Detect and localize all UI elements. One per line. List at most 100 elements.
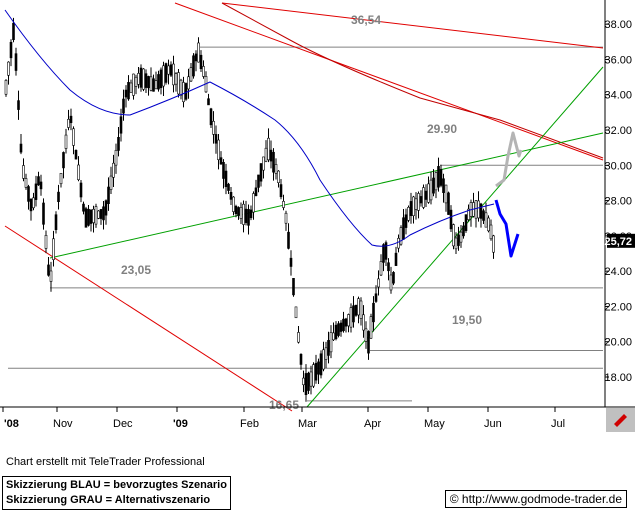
candle-body	[229, 192, 233, 200]
website-link[interactable]: © http://www.godmode-trader.de	[444, 490, 627, 508]
trendline-red-lower	[4, 225, 293, 412]
candle-body	[239, 207, 243, 219]
candle-body	[302, 377, 305, 386]
candle-body	[344, 318, 348, 327]
candle-body	[409, 201, 413, 216]
candle-body	[267, 137, 270, 161]
time-tick-label: Feb	[240, 418, 259, 430]
candle-body	[234, 205, 238, 215]
candle-body	[319, 353, 323, 376]
candle-body	[129, 82, 133, 93]
candle-body	[92, 209, 95, 223]
candle-body	[369, 316, 373, 339]
candle-body	[72, 128, 75, 146]
candle-body	[414, 198, 418, 210]
candle-body	[154, 80, 158, 90]
scenario-gray-path	[495, 131, 523, 188]
candle-body	[317, 361, 320, 375]
candle-body	[294, 306, 298, 319]
moving-average-red	[221, 2, 604, 159]
candle-body	[244, 208, 248, 223]
candle-body	[102, 206, 105, 221]
candle-body	[187, 76, 190, 90]
candle-body	[62, 152, 65, 169]
trendline-red-upper	[221, 2, 604, 49]
candle-body	[84, 208, 88, 228]
price-tick-label: 32.00	[604, 125, 632, 137]
moving-average	[4, 9, 495, 247]
candle-body	[249, 209, 253, 219]
candle-body	[447, 192, 450, 215]
candle-body	[337, 323, 340, 336]
candle-body	[442, 178, 445, 193]
candle-body	[274, 164, 278, 174]
candle-body	[14, 53, 18, 71]
time-tick-label: Mar	[298, 418, 317, 430]
candle-body	[392, 272, 395, 284]
website-url[interactable]: http://www.godmode-trader.de	[461, 492, 622, 506]
last-price-label: 25,72	[604, 236, 632, 248]
candle-body	[142, 68, 145, 90]
candle-body	[219, 157, 223, 165]
candle-body	[242, 203, 245, 225]
candle-body	[227, 183, 230, 191]
candle-body	[437, 166, 440, 188]
candle-body	[224, 170, 228, 187]
candle-body	[184, 83, 188, 100]
candle-body	[282, 201, 285, 208]
candle-body	[137, 73, 140, 85]
legend-blue: Skizzierung BLAU = bevorzugtes Szenario	[6, 479, 227, 491]
candle-body	[492, 235, 495, 253]
candle-body	[67, 119, 70, 128]
scenario-legend: Skizzierung BLAU = bevorzugtes Szenario …	[2, 476, 231, 510]
price-tick-label: 30.00	[604, 160, 632, 172]
candle-body	[44, 235, 48, 249]
candle-body	[479, 203, 483, 219]
candle-body	[222, 162, 225, 179]
candle-body	[427, 183, 430, 203]
candle-body	[34, 183, 38, 200]
candle-body	[199, 54, 203, 70]
candle-body	[264, 147, 268, 162]
candle-body	[304, 373, 308, 395]
price-tick-label: 24.00	[604, 266, 632, 278]
candle-body	[97, 210, 100, 219]
level-label: 19,50	[452, 313, 482, 327]
candle-body	[347, 314, 350, 327]
candle-body	[467, 208, 470, 220]
candle-body	[4, 80, 8, 95]
candle-body	[209, 108, 213, 126]
candle-body	[314, 362, 318, 381]
candle-body	[349, 307, 353, 328]
scenario-blue-path	[494, 199, 520, 258]
candle-body	[379, 261, 383, 276]
price-tick-label: 28.00	[604, 196, 632, 208]
candle-body	[79, 182, 83, 198]
copyright-icon: ©	[449, 492, 459, 506]
candle-body	[114, 149, 118, 166]
candle-body	[232, 196, 235, 212]
candle-body	[394, 252, 398, 266]
candle-body	[32, 197, 35, 209]
candle-body	[104, 200, 108, 216]
candle-body	[327, 340, 330, 356]
price-tick-label: 18.00	[604, 372, 632, 384]
candle-body	[117, 137, 120, 151]
candle-body	[457, 234, 460, 246]
moving-average-blue	[4, 9, 495, 247]
candle-body	[252, 193, 255, 213]
time-axis: '08 Nov Dec '09 Feb Mar Apr May Jun Jul	[0, 406, 635, 432]
candle-body	[49, 270, 53, 282]
candle-body	[309, 371, 313, 387]
candle-body	[334, 324, 338, 340]
candle-body	[254, 187, 258, 196]
candle-body	[257, 174, 260, 188]
candle-body	[19, 143, 23, 153]
candle-body	[322, 349, 325, 370]
price-tick-label: 22.00	[604, 301, 632, 313]
legend-gray: Skizzierung GRAU = Alternativszenario	[6, 494, 211, 506]
time-tick-label: Jul	[551, 418, 565, 430]
candle-body	[452, 224, 455, 247]
candle-body	[342, 318, 345, 331]
candle-body	[54, 214, 58, 230]
